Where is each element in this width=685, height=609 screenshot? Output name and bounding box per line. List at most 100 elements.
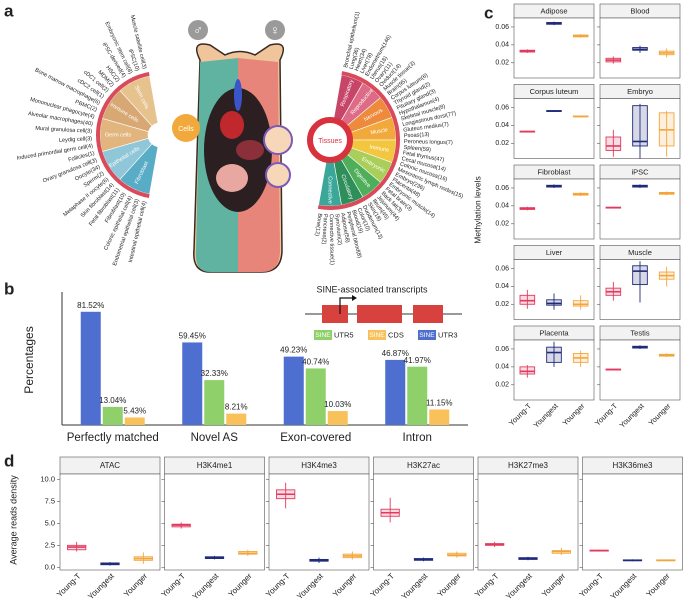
group-label: Germ cells [105, 132, 132, 138]
group-label: Connective [327, 176, 333, 204]
y-axis-label: Average reads density [8, 475, 18, 565]
x-tick-label: Young-T [473, 571, 501, 599]
x-tick-label: Younger [122, 571, 149, 598]
leaf-label: Psoas(13) [404, 132, 430, 139]
leaf-label: Synovium(2) [333, 213, 342, 245]
bar [182, 342, 203, 425]
facet-title: H3K4me1 [197, 461, 233, 470]
facet-title: H3K27ac [407, 461, 440, 470]
bar [80, 311, 101, 425]
sex-symbol: ♀ [270, 22, 280, 37]
legend-key-text: SINE [419, 332, 435, 339]
organ-trachea [234, 79, 242, 111]
embryo-icon [265, 162, 291, 188]
x-tick-label: Youngest [609, 571, 639, 601]
facet-panel [513, 17, 595, 79]
leaf-label: Adipose(58) [339, 213, 350, 244]
bar [385, 359, 406, 425]
value-label: 10.03% [324, 400, 351, 409]
y-tick-label: 0.04 [495, 203, 509, 210]
sex-symbol: ♂ [193, 22, 203, 37]
legend-label: CDS [388, 330, 404, 339]
y-tick-label: 0.06 [495, 346, 509, 353]
y-tick-label: 0.04 [495, 283, 509, 290]
bar [226, 413, 247, 425]
bar [102, 406, 123, 425]
facet-title: Adipose [540, 6, 567, 15]
group-label: Immune [369, 144, 390, 153]
x-tick-label: Perfectly matched [67, 432, 159, 444]
cells-hub [172, 114, 200, 142]
legend-key [418, 330, 436, 340]
x-tick-label: Exon-covered [280, 432, 351, 444]
facet-title: Blood [630, 6, 649, 15]
x-tick-label: Young-T [578, 571, 606, 599]
value-label: 5.43% [123, 407, 146, 416]
legend-key-text: SINE [315, 332, 331, 339]
facet-title: Muscle [628, 248, 652, 257]
x-tick-label: Younger [561, 401, 587, 427]
y-tick-label: 2.5 [45, 540, 55, 549]
y-tick-label: 7.5 [45, 496, 55, 505]
box [546, 299, 562, 306]
facet-title: Embryo [627, 87, 653, 96]
legend-label: UTR3 [438, 330, 458, 339]
box [519, 294, 536, 305]
x-tick-label: Younger [540, 571, 567, 598]
x-tick-label: Youngest [618, 401, 647, 430]
facet-title: H3K27me3 [508, 461, 549, 470]
value-label: 13.04% [99, 396, 126, 405]
facet-title: ATAC [100, 461, 120, 470]
box [546, 346, 562, 363]
facet-title: Fibroblast [538, 167, 572, 176]
panel-label: d [4, 451, 14, 470]
organ-intestine [216, 164, 248, 192]
x-tick-label: Younger [331, 571, 358, 598]
y-tick-label: 0.06 [495, 185, 509, 192]
leaf-label: Mural granulosa cell(3) [35, 126, 92, 135]
facet-panel [477, 473, 579, 571]
x-tick-label: Younger [647, 401, 673, 427]
leaf-label: Peroneus longus(7) [404, 139, 453, 146]
x-tick-label: Younger [436, 571, 463, 598]
y-tick-label: 0.06 [495, 24, 509, 31]
tissues-hub [307, 117, 353, 163]
facet-title: Corpus luteum [530, 87, 579, 96]
y-axis-label: Methylation levels [472, 176, 482, 244]
y-tick-label: 0.04 [495, 42, 509, 49]
legend-key [368, 330, 386, 340]
x-tick-label: Young-T [593, 401, 620, 428]
y-tick-label: 0.0 [45, 562, 55, 571]
cells-title: Cells [178, 126, 194, 133]
pig-illustration [188, 20, 293, 273]
facet-title: Testis [630, 328, 649, 337]
value-label: 41.97% [404, 356, 431, 365]
exon [322, 305, 348, 323]
value-label: 40.74% [302, 358, 329, 367]
y-tick-label: 0.02 [495, 60, 509, 67]
facet-title: H3K36me3 [612, 461, 653, 470]
bar [407, 366, 428, 425]
facet-title: H3K4me3 [301, 461, 337, 470]
y-tick-label: 0.04 [495, 364, 509, 371]
x-tick-label: Youngest [191, 571, 221, 601]
y-tick-label: 0.04 [495, 122, 509, 129]
facet-panel [513, 98, 595, 159]
facet-title: iPSC [631, 167, 649, 176]
y-axis-label: Percentages [22, 326, 36, 393]
facet-title: Liver [546, 248, 563, 257]
y-tick-label: 0.06 [495, 104, 509, 111]
y-tick-label: 0.02 [495, 301, 509, 308]
bar [204, 380, 225, 425]
tss-head [352, 295, 357, 301]
bar [283, 356, 304, 425]
x-tick-label: Young-T [507, 401, 534, 428]
x-tick-label: Young-T [55, 571, 83, 599]
x-tick-label: Younger [227, 571, 254, 598]
value-label: 11.15% [426, 399, 453, 408]
facet-title: Placenta [539, 328, 569, 337]
sex-icon [265, 20, 285, 40]
panel-label: c [484, 3, 493, 22]
facet-panel [599, 178, 681, 240]
